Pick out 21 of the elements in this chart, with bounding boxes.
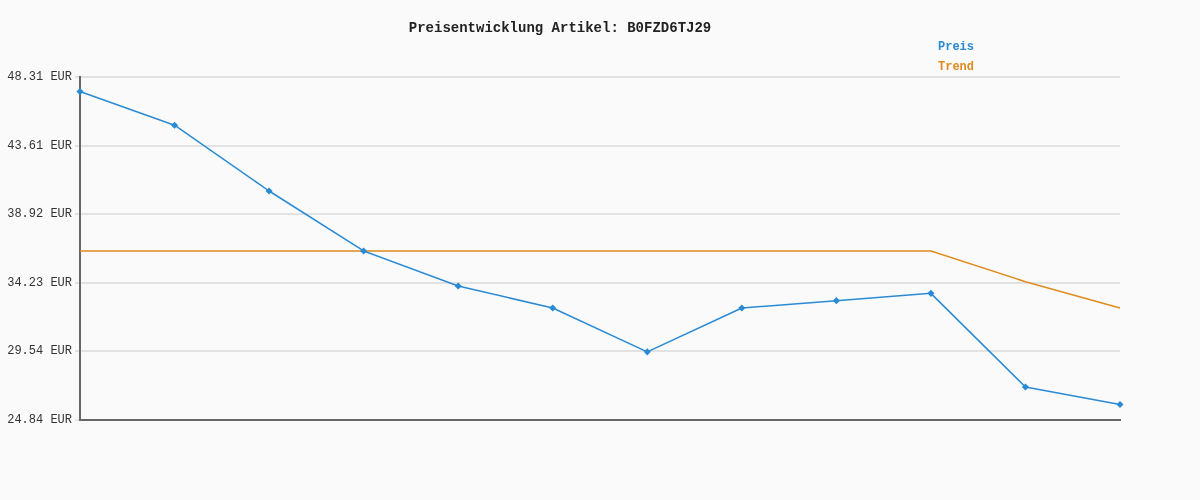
y-tick-label: 43.61 EUR	[7, 138, 72, 153]
point	[171, 121, 178, 129]
point	[1022, 383, 1029, 391]
point	[265, 187, 273, 195]
y-tick-label: 24.84 EUR	[7, 413, 72, 428]
point	[549, 304, 556, 312]
point	[76, 88, 84, 95]
point	[833, 297, 840, 304]
text: Trend	[938, 60, 975, 75]
point	[738, 304, 746, 312]
chart-title: Preisentwicklung Artikel: B0FZD6TJ29	[408, 19, 712, 36]
y-tick-label: 29.54 EUR	[7, 344, 72, 359]
text: Preis	[938, 40, 975, 55]
point	[927, 290, 935, 297]
point	[360, 247, 367, 255]
point	[1116, 401, 1124, 408]
y-tick-label: 48.31 EUR	[7, 69, 72, 84]
point	[454, 282, 462, 290]
y-tick-label: 38.92 EUR	[7, 207, 72, 222]
point	[644, 348, 651, 356]
y-tick-label: 34.23 EUR	[7, 275, 72, 290]
